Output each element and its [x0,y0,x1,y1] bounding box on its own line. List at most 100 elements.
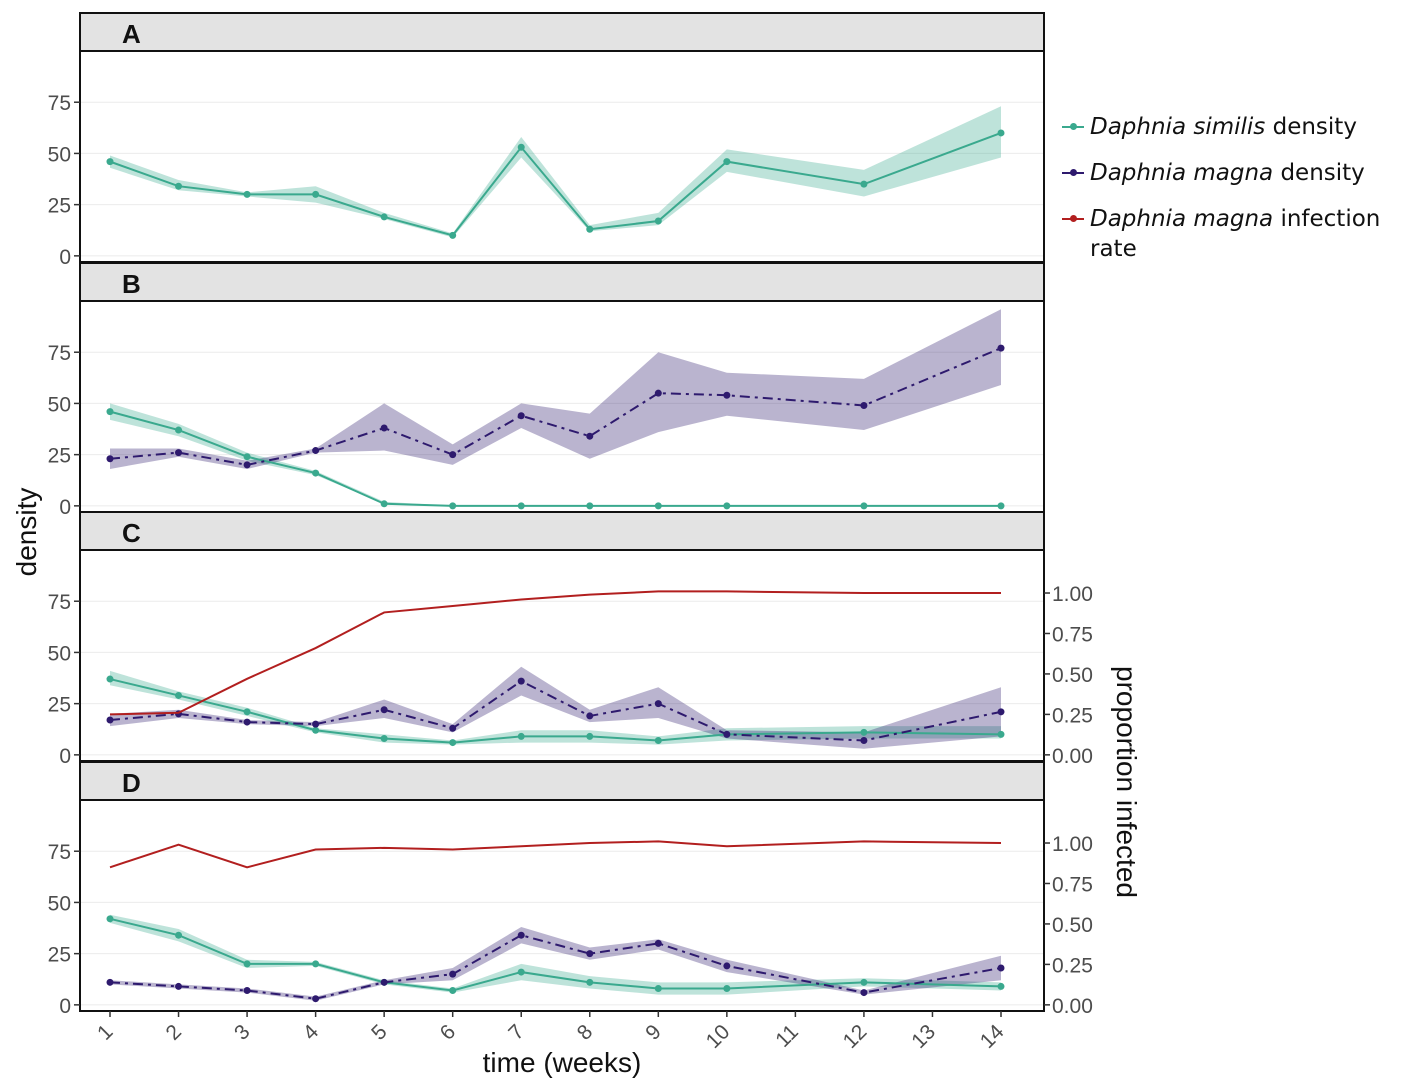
data-point [106,455,114,463]
data-point [243,987,251,995]
data-point [312,726,320,734]
data-point [380,706,388,714]
data-point [997,708,1005,716]
ribbon [110,309,1001,469]
x-tick-label: 14 [976,1020,1009,1053]
y-right-tick-label: 0.75 [1052,623,1093,646]
data-point [312,469,320,477]
data-point [654,737,662,745]
data-point [449,502,457,510]
data-point [106,915,114,923]
y-right-tick-label: 0.25 [1052,704,1093,727]
y-tick-label: 0 [59,995,71,1018]
data-point [860,728,868,736]
data-point [517,143,525,151]
y-tick-label: 25 [48,944,71,967]
plot-area [79,50,1045,263]
series-line [109,678,1002,744]
y-right-tick-label: 0.50 [1052,664,1093,687]
data-point [997,730,1005,738]
y-right-tick-label: 1.00 [1052,583,1093,606]
data-point [243,461,251,469]
y-tick-label: 0 [59,246,71,269]
series-line [109,410,1001,507]
data-point [449,724,457,732]
y-tick-label: 0 [59,496,71,519]
data-point [997,129,1005,137]
data-point [586,950,594,958]
data-point [860,180,868,188]
legend-key-infection [1062,215,1084,222]
x-tick-label: 11 [771,1020,803,1052]
y-tick-label: 25 [48,445,71,468]
y-tick-label: 50 [48,143,71,166]
data-point [106,716,114,724]
data-point [243,708,251,716]
y-tick-label: 0 [59,745,71,768]
data-point [243,718,251,726]
data-point [243,960,251,968]
panel-c: C 0 25 50 75 0.00 0.25 0.50 0.75 1.00 [48,511,1093,768]
panel-label: A [122,19,141,49]
x-tick-label: 3 [230,1020,255,1045]
data-point [380,734,388,742]
data-point [517,412,525,420]
data-point [312,720,320,728]
y-right-axis-title: proportion infected [1111,666,1142,898]
data-point [449,970,457,978]
data-point [312,447,320,455]
ribbon [110,106,1001,238]
data-point [654,939,662,947]
panel-strip [79,761,1045,801]
data-point [380,213,388,221]
data-point [723,962,731,970]
legend-species-infection: Daphnia magna [1090,206,1274,232]
data-point [860,978,868,986]
y-tick-label: 50 [48,892,71,915]
x-tick-label: 4 [299,1020,324,1045]
series-line [109,934,1002,1000]
y-right-tick-label: 0.25 [1052,954,1093,977]
data-point [312,995,320,1003]
data-point [106,408,114,416]
data-point [586,225,594,233]
y-tick-label: 75 [48,92,71,115]
legend-suffix-magna: density [1280,160,1365,186]
data-point [586,432,594,440]
x-tick-label: 1 [93,1020,118,1045]
ribbon [110,670,1001,745]
panel-label: D [122,768,141,798]
data-point [380,424,388,432]
plot-area [79,300,1045,513]
ribbon [110,914,1001,995]
y-tick-label: 75 [48,591,71,614]
data-point [449,987,457,995]
y-tick-label: 50 [48,642,71,665]
data-point [586,502,594,510]
data-point [586,712,594,720]
data-point [723,158,731,166]
data-point [449,451,457,459]
panel-a: A 0 25 50 75 [48,12,1045,269]
data-point [517,968,525,976]
data-point [723,502,731,510]
x-tick-label: 8 [573,1020,598,1045]
data-point [997,964,1005,972]
data-point [106,978,114,986]
data-point [654,389,662,397]
data-point [586,732,594,740]
panel-strip [79,12,1045,52]
data-point [106,158,114,166]
infection-line [109,840,1002,869]
data-point [312,960,320,968]
data-point [175,982,183,990]
data-point [860,989,868,997]
y-tick-label: 25 [48,195,71,218]
data-point [449,231,457,239]
plot-area [79,549,1045,762]
series-line [109,679,1002,742]
data-point [380,500,388,508]
legend-item-magna-density: Daphnia magna density [1062,158,1417,188]
